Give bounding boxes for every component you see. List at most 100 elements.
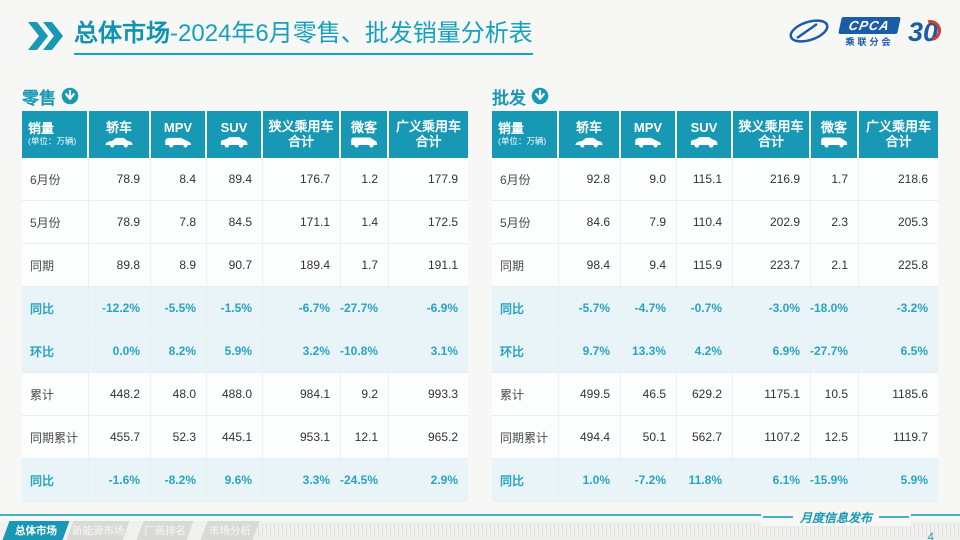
- cell-value: 2.9%: [389, 459, 468, 502]
- cell-value: -1.5%: [207, 287, 263, 330]
- cell-value: -10.8%: [340, 330, 389, 373]
- cell-value: 6.9%: [733, 330, 811, 373]
- cell-value: -5.5%: [151, 287, 207, 330]
- column-label: 销量: [498, 121, 525, 137]
- cell-value: 78.9: [89, 201, 151, 244]
- cell-value: -27.7%: [810, 330, 859, 373]
- cell-value: 9.4: [621, 244, 677, 287]
- cell-value: 494.4: [559, 416, 621, 459]
- column-label: MPV: [633, 119, 663, 135]
- table-row: 同比 1.0% -7.2% 11.8% 6.1% -15.9% 5.9%: [492, 459, 938, 502]
- row-label: 环比: [22, 330, 89, 373]
- column-header-sales: 销量 (单位：万辆): [492, 111, 559, 158]
- retail-table: 销量 (单位：万辆) 轿车 MPV SUV 狭义乘用车 合计 微客 广义乘用车 合计 6月份 78…: [22, 111, 468, 502]
- panel-title: 零售: [22, 88, 56, 108]
- cell-value: 629.2: [677, 373, 733, 416]
- column-label: SUV: [690, 119, 718, 135]
- cell-value: 48.0: [151, 373, 207, 416]
- cell-value: -27.7%: [340, 287, 389, 330]
- column-header-suv: SUV: [677, 111, 733, 158]
- bottom-nav: 总体市场 新能源市场 厂商排名 市场分析: [0, 521, 960, 540]
- cell-value: 223.7: [733, 244, 811, 287]
- cell-value: 8.9: [151, 244, 207, 287]
- sedan-icon: [574, 136, 604, 148]
- tab-label: 新能源市场: [71, 525, 125, 537]
- tab-market-analysis[interactable]: 市场分析: [200, 521, 260, 540]
- cell-value: 13.3%: [621, 330, 677, 373]
- tab-label: 市场分析: [209, 525, 251, 537]
- column-header-sales: 销量 (单位：万辆): [22, 111, 89, 158]
- tab-nev-market[interactable]: 新能源市场: [66, 521, 130, 540]
- row-label: 同比: [492, 287, 559, 330]
- cell-value: 84.5: [207, 201, 263, 244]
- column-header-sedan: 轿车: [89, 111, 151, 158]
- suv-icon: [689, 136, 719, 148]
- cell-value: 202.9: [733, 201, 811, 244]
- cpca-wordmark: CPCA 乘联分会: [838, 16, 901, 48]
- tables-area: 零售 销量 (单位：万辆) 轿车 MPV SUV 狭义乘用车 合计 微客 广义乘用车 合计 6月…: [22, 84, 938, 502]
- anniversary-number: 30: [907, 16, 938, 47]
- column-label: 微客: [820, 119, 847, 135]
- table-row: 同比 -12.2% -5.5% -1.5% -6.7% -27.7% -6.9%: [22, 287, 468, 330]
- down-arrow-icon: [61, 87, 79, 105]
- cell-value: 3.1%: [389, 330, 468, 373]
- retail-panel: 零售 销量 (单位：万辆) 轿车 MPV SUV 狭义乘用车 合计 微客 广义乘用车 合计 6月…: [22, 84, 468, 502]
- unit-note: (单位：万辆): [28, 136, 77, 147]
- table-row: 累计 448.2 48.0 488.0 984.1 9.2 993.3: [22, 373, 468, 416]
- cell-value: 84.6: [559, 201, 621, 244]
- cell-value: 9.0: [621, 158, 677, 201]
- microvan-icon: [819, 136, 849, 148]
- table-row: 同期累计 494.4 50.1 562.7 1107.2 12.5 1119.7: [492, 416, 938, 459]
- down-arrow-icon: [531, 87, 549, 105]
- cell-value: 10.5: [811, 373, 859, 416]
- tab-oem-ranking[interactable]: 厂商排名: [136, 521, 194, 540]
- table-row: 累计 499.5 46.5 629.2 1175.1 10.5 1185.6: [492, 373, 938, 416]
- page-title: 总体市场-2024年6月零售、批发销量分析表: [74, 20, 533, 55]
- cell-value: 171.1: [263, 201, 341, 244]
- cell-value: -24.5%: [340, 459, 389, 502]
- cell-value: -7.2%: [621, 459, 677, 502]
- cell-value: 176.7: [263, 158, 341, 201]
- tab-label: 总体市场: [15, 525, 57, 537]
- row-label: 5月份: [492, 201, 559, 244]
- cell-value: 3.2%: [263, 330, 341, 373]
- cell-value: 1.0%: [559, 459, 621, 502]
- cell-value: 1.7: [341, 244, 389, 287]
- cell-value: 445.1: [207, 416, 263, 459]
- header: 总体市场-2024年6月零售、批发销量分析表: [28, 20, 533, 55]
- cell-value: 12.5: [811, 416, 859, 459]
- cell-value: -3.2%: [859, 287, 938, 330]
- table-row: 5月份 78.9 7.8 84.5 171.1 1.4 172.5: [22, 201, 468, 244]
- cell-value: 1119.7: [859, 416, 938, 459]
- cell-value: -8.2%: [151, 459, 207, 502]
- cell-value: -5.7%: [559, 287, 621, 330]
- anniversary-30-logo: 30: [907, 15, 945, 47]
- table-header-row: 销量 (单位：万辆) 轿车 MPV SUV 狭义乘用车 合计 微客 广义乘用车 合计: [22, 111, 468, 158]
- table-row: 同比 -5.7% -4.7% -0.7% -3.0% -18.0% -3.2%: [492, 287, 938, 330]
- cell-value: -12.2%: [89, 287, 151, 330]
- cell-value: 6.1%: [733, 459, 811, 502]
- title-section: 总体市场: [74, 20, 170, 47]
- cell-value: 89.8: [89, 244, 151, 287]
- row-label: 同比: [22, 459, 89, 502]
- tab-overall-market[interactable]: 总体市场: [2, 521, 70, 540]
- table-row: 5月份 84.6 7.9 110.4 202.9 2.3 205.3: [492, 201, 938, 244]
- cell-value: -6.7%: [263, 287, 341, 330]
- column-label: 微客: [350, 119, 377, 135]
- column-header-mpv: MPV: [621, 111, 677, 158]
- mpv-icon: [633, 136, 663, 148]
- table-row: 环比 0.0% 8.2% 5.9% 3.2% -10.8% 3.1%: [22, 330, 468, 373]
- column-header-microvan: 微客: [811, 111, 859, 158]
- table-row: 同期 98.4 9.4 115.9 223.7 2.1 225.8: [492, 244, 938, 287]
- cell-value: 7.9: [621, 201, 677, 244]
- cell-value: 177.9: [389, 158, 468, 201]
- cell-value: 3.3%: [263, 459, 341, 502]
- wholesale-panel: 批发 销量 (单位：万辆) 轿车 MPV SUV 狭义乘用车 合计 微客 广义乘用车 合计 6月…: [492, 84, 938, 502]
- cpca-logo: CPCA 乘联分会 30: [787, 15, 945, 48]
- sedan-icon: [104, 136, 134, 148]
- cell-value: 9.6%: [207, 459, 263, 502]
- cpca-swoosh-icon: [789, 19, 829, 43]
- cell-value: 11.8%: [677, 459, 733, 502]
- cell-value: 12.1: [341, 416, 389, 459]
- cell-value: 984.1: [263, 373, 341, 416]
